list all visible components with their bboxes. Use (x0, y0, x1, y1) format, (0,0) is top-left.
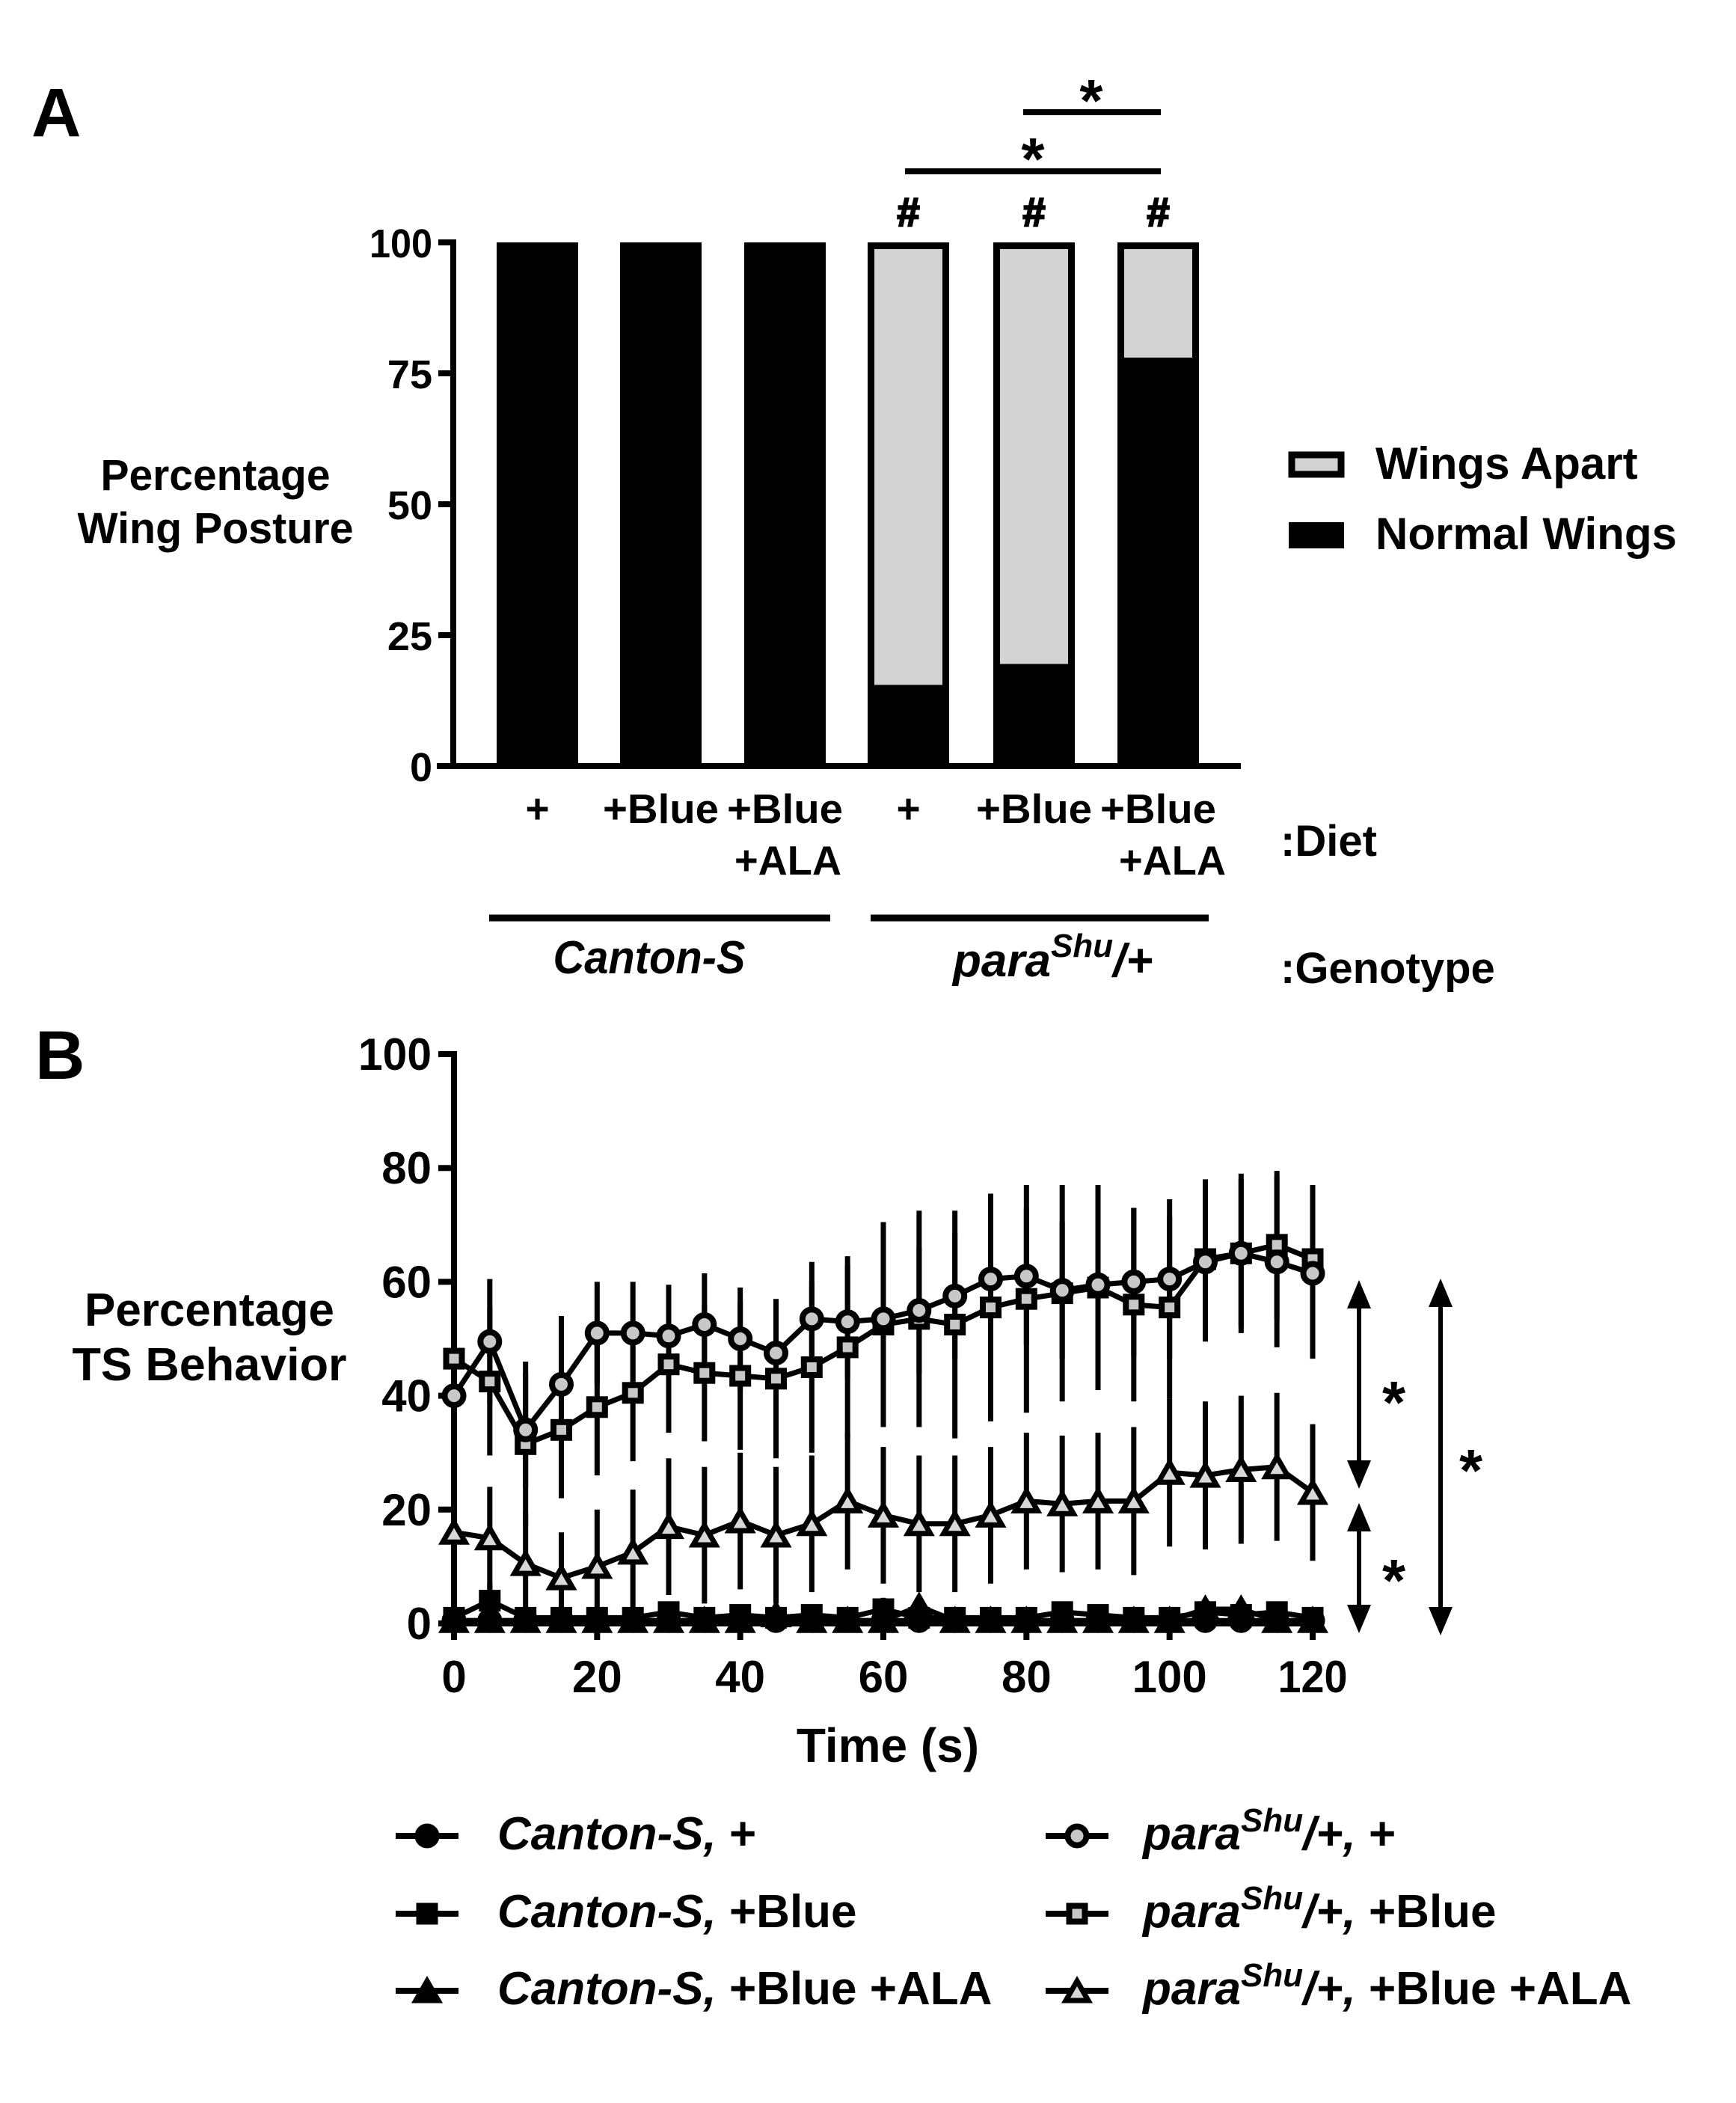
svg-text:#: # (1022, 190, 1045, 235)
svg-text:20: 20 (572, 1652, 622, 1702)
svg-text:25: 25 (387, 614, 432, 659)
svg-text:*: * (1459, 1437, 1483, 1504)
svg-text:100: 100 (369, 221, 432, 266)
svg-text:Percentage: Percentage (85, 1285, 334, 1336)
svg-text:+ALA: +ALA (1119, 837, 1226, 884)
svg-text:0: 0 (441, 1652, 466, 1702)
svg-text:*: * (1021, 126, 1045, 192)
svg-text:100: 100 (358, 1029, 432, 1080)
svg-text:B: B (35, 1017, 85, 1094)
svg-text:Normal Wings: Normal Wings (1375, 509, 1677, 559)
svg-text:+Blue: +Blue (727, 786, 843, 832)
svg-text:paraShu/+, +Blue: paraShu/+, +Blue (1141, 1880, 1497, 1938)
svg-text:100: 100 (1132, 1652, 1207, 1702)
svg-text:Percentage: Percentage (101, 451, 331, 500)
svg-text:+Blue: +Blue (976, 786, 1092, 832)
svg-text:20: 20 (381, 1485, 432, 1535)
svg-text:Wing Posture: Wing Posture (78, 504, 354, 553)
svg-text:#: # (897, 190, 919, 235)
svg-text::Genotype: :Genotype (1280, 944, 1495, 993)
svg-text::Diet: :Diet (1280, 817, 1377, 866)
svg-text:*: * (1382, 1369, 1406, 1436)
svg-text:Wings Apart: Wings Apart (1375, 438, 1638, 489)
svg-text:#: # (1147, 190, 1169, 235)
svg-text:0: 0 (407, 1599, 432, 1649)
svg-text:TS Behavior: TS Behavior (73, 1339, 347, 1391)
svg-text:Canton-S, +Blue: Canton-S, +Blue (497, 1886, 857, 1938)
svg-text:*: * (1079, 67, 1103, 134)
svg-text:40: 40 (715, 1652, 765, 1702)
svg-text:Canton-S, +: Canton-S, + (497, 1808, 756, 1860)
svg-text:60: 60 (381, 1257, 432, 1307)
svg-text:+ALA: +ALA (734, 837, 841, 884)
svg-text:Canton-S, +Blue +ALA: Canton-S, +Blue +ALA (497, 1963, 992, 2015)
svg-text:paraShu/+, +Blue +ALA: paraShu/+, +Blue +ALA (1141, 1957, 1631, 2015)
svg-text:A: A (31, 75, 81, 151)
svg-text:0: 0 (410, 745, 432, 790)
svg-text:+: + (525, 786, 549, 832)
svg-text:60: 60 (859, 1652, 909, 1702)
svg-text:+Blue: +Blue (1100, 786, 1216, 832)
svg-text:Time (s): Time (s) (797, 1718, 979, 1772)
svg-text:*: * (1382, 1547, 1406, 1614)
svg-text:40: 40 (381, 1371, 432, 1421)
svg-text:+: + (896, 786, 920, 832)
svg-text:80: 80 (381, 1143, 432, 1193)
svg-text:75: 75 (387, 352, 432, 397)
svg-text:80: 80 (1002, 1652, 1052, 1702)
svg-text:Canton-S: Canton-S (553, 932, 746, 984)
svg-text:50: 50 (387, 483, 432, 528)
svg-text:+Blue: +Blue (603, 786, 719, 832)
svg-text:120: 120 (1278, 1652, 1348, 1702)
